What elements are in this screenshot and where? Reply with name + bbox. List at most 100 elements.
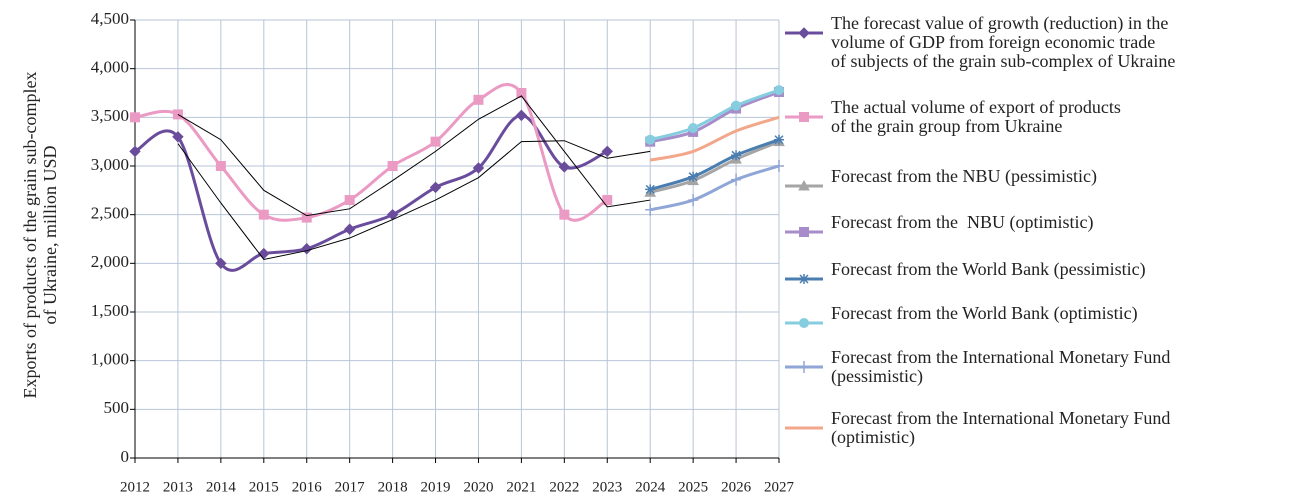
marker [472,162,485,174]
legend-label: Forecast from the NBU (optimistic) [831,212,1094,232]
legend-entry: The actual volume of export of products … [783,98,1121,136]
legend-label: Forecast from the International Monetary… [831,347,1171,386]
x-tick-label: 2020 [463,479,493,495]
marker [344,195,355,206]
x-tick-label: 2023 [592,479,622,495]
legend-entry: Forecast from the World Bank (optimistic… [783,304,1138,333]
y-tick-label: 3,500 [91,106,129,125]
marker [731,100,742,111]
marker [172,131,184,143]
legend-swatch [785,318,823,328]
y-tick-label: 2,000 [91,252,129,271]
y-tick-label: 3,000 [91,155,129,174]
marker [258,209,269,220]
legend-label: Forecast from the NBU (pessimistic) [831,166,1097,186]
marker [558,161,571,173]
marker [798,179,810,191]
series-line [649,164,780,212]
series-line [649,138,780,191]
legend-entry: Forecast from the World Bank (pessimisti… [783,260,1146,289]
marker [215,161,226,171]
series-line [134,113,608,272]
bound-line [177,140,651,260]
marker [258,247,270,260]
legend-label: The forecast value of growth (reduction)… [831,13,1176,71]
marker [799,227,809,237]
marker [774,134,784,145]
y-tick-label: 1,000 [91,350,129,369]
x-tick-label: 2015 [249,479,279,495]
marker [429,181,442,194]
bound-line [177,95,651,217]
legend-label: Forecast from the World Bank (pessimisti… [831,259,1146,279]
series-line [649,140,780,194]
y-tick-label: 0 [121,447,130,466]
marker [215,257,227,270]
marker [301,243,313,255]
marker [515,109,528,122]
y-tick-label: 2,500 [91,204,129,223]
legend-swatch [785,112,823,122]
legend-label: Forecast from the International Monetary… [831,408,1171,447]
y-tick-label: 1,500 [91,301,129,320]
x-tick-label: 2012 [120,479,150,495]
x-tick-label: 2027 [764,479,795,495]
marker [387,161,398,171]
marker [799,361,809,373]
x-tick-label: 2025 [678,479,708,495]
marker [645,203,656,216]
series-line [134,83,609,222]
legend-swatch [785,361,823,373]
legend-entry: Forecast from the International Monetary… [783,409,1170,447]
series-line [649,90,780,144]
marker [473,94,484,105]
x-tick-label: 2018 [378,479,408,495]
x-tick-label: 2021 [506,479,536,495]
legend-swatch [785,179,823,191]
x-tick-label: 2019 [421,479,451,495]
x-tick-label: 2017 [335,479,366,495]
x-tick-label: 2024 [635,479,666,495]
x-tick-label: 2026 [721,479,752,495]
y-tick-label: 4,500 [91,9,129,28]
y-axis-label: Exports of products of the grain sub-com… [20,71,60,399]
legend-entry: Forecast from the NBU (pessimistic) [783,167,1097,196]
marker [516,88,527,98]
marker [731,150,742,161]
marker [688,171,699,182]
marker [799,318,809,328]
marker [774,160,784,172]
marker [645,134,656,145]
x-tick-label: 2013 [163,479,193,495]
marker [688,123,699,134]
marker [798,27,810,39]
legend-entry: Forecast from the International Monetary… [783,348,1170,386]
legend-swatch [785,426,823,430]
marker [799,112,809,122]
marker [688,194,699,207]
marker [601,145,613,158]
legend-swatch [785,274,823,284]
legend-entry: The forecast value of growth (reduction)… [783,14,1175,71]
legend-label: Forecast from the World Bank (optimistic… [831,303,1138,323]
x-tick-label: 2014 [206,479,237,495]
marker [602,195,613,206]
marker [799,274,809,284]
legend-label: The actual volume of export of products … [831,97,1121,136]
series-line [649,115,780,162]
marker [731,173,742,186]
x-tick-label: 2022 [549,479,579,495]
marker [645,184,656,195]
series-line [649,88,780,142]
marker [559,209,570,220]
marker [130,112,140,123]
y-tick-label: 500 [104,398,130,417]
marker [301,212,312,223]
legend-entry: Forecast from the NBU (optimistic) [783,213,1093,242]
marker [774,85,784,96]
y-tick-label: 4,000 [91,58,129,77]
marker [430,136,441,147]
legend-swatch [785,227,823,237]
